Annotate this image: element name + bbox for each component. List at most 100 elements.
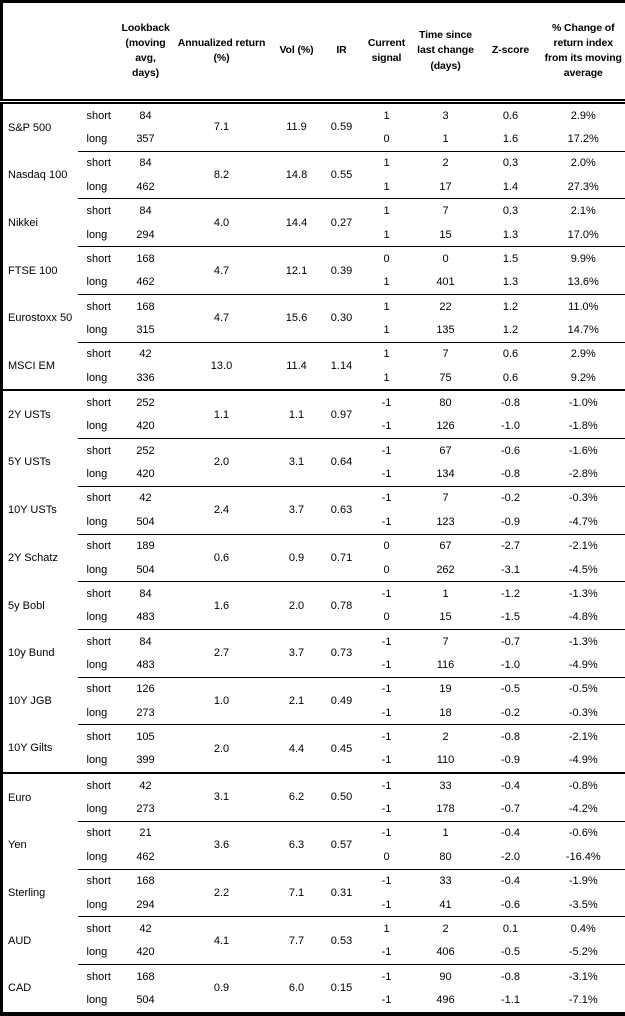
signal-value: -1	[361, 389, 412, 415]
vol-value: 6.0	[271, 963, 322, 1014]
time-since-value: 1	[411, 581, 480, 606]
time-since-value: 67	[411, 533, 480, 558]
time-since-value: 1	[411, 820, 480, 846]
table-row: 2Y Schatz short 189 0.6 0.9 0.71 0 67 -2.7 -2.1%	[2, 533, 625, 582]
z-score-value: -3.1	[501, 563, 520, 576]
pct-change-value: 0.4%	[541, 916, 625, 941]
horizon-label: short	[77, 389, 120, 415]
time-since-value: 41	[439, 898, 452, 911]
ir-value: 0.63	[321, 485, 362, 534]
z-score-value: -1.0	[501, 658, 520, 671]
signal-value: -1	[361, 485, 412, 511]
z-score-value: -1.1	[501, 994, 520, 1007]
table-row: FTSE 100 short 168 4.7 12.1 0.39 0 0 1.5 9.9%	[2, 246, 625, 295]
lookback-value: 252	[119, 438, 172, 463]
z-score-value: 1.3	[502, 228, 519, 241]
time-since-value: 22	[411, 293, 480, 319]
signal-value: -1	[361, 438, 412, 463]
annualized-return-value: 2.4	[171, 485, 272, 534]
lookback-value: 42	[119, 916, 172, 941]
header-current-signal: Current signal	[361, 1, 412, 104]
header-annualized-return: Annualized return (%)	[171, 1, 272, 104]
z-score-value: 0.3	[479, 198, 542, 223]
table-row: 10Y Gilts short 105 2.0 4.4 0.45 -1 2 -0.8 -2.1%	[2, 724, 625, 774]
z-score-value: 0.6	[479, 101, 542, 128]
signal-value: -1	[381, 468, 392, 481]
signal-value: -1	[381, 706, 392, 719]
time-since-value: 19	[411, 676, 480, 702]
time-since-value: 67	[411, 438, 480, 463]
header-horizon	[77, 1, 120, 104]
table-header: Lookback (moving avg, days) Annualized r…	[1, 1, 625, 104]
pct-change-value: -0.3%	[541, 485, 625, 511]
pct-change-value: -5.2%	[568, 946, 598, 959]
table-row: long 483 -1 116 -1.0 -4.9%	[2, 653, 625, 677]
table-row: long 294 1 15 1.3 17.0%	[2, 223, 625, 247]
time-since-value: 116	[436, 658, 455, 671]
pct-change-value: -4.9%	[568, 754, 598, 767]
pct-change-value: 11.0%	[541, 293, 625, 319]
time-since-value: 7	[411, 341, 480, 366]
asset-name: Yen	[8, 839, 27, 852]
ir-value: 1.14	[321, 341, 362, 391]
ir-value: 0.73	[321, 628, 362, 678]
lookback-value: 42	[119, 341, 172, 366]
lookback-value: 84	[119, 198, 172, 223]
signal-value: -1	[381, 420, 392, 433]
z-score-value: -1.2	[479, 581, 542, 606]
vol-value: 2.0	[271, 581, 322, 630]
lookback-value: 126	[119, 676, 172, 702]
vol-value: 6.2	[271, 772, 322, 822]
vol-value: 0.9	[271, 533, 322, 582]
lookback-value: 42	[119, 485, 172, 511]
header-ir: IR	[321, 1, 362, 104]
asset-name: Sterling	[8, 886, 46, 899]
pct-change-value: 9.9%	[541, 246, 625, 271]
asset-name: 5y Bobl	[8, 599, 45, 612]
time-since-value: 110	[436, 754, 455, 767]
ir-value: 0.30	[321, 293, 362, 343]
header-lookback: Lookback (moving avg, days)	[119, 1, 172, 104]
z-score-value: 1.6	[502, 133, 519, 146]
signal-value: -1	[361, 581, 412, 606]
pct-change-value: 2.1%	[541, 198, 625, 223]
table-row: long 336 1 75 0.6 9.2%	[2, 366, 625, 390]
signal-value: 1	[361, 916, 412, 941]
ir-value: 0.64	[321, 438, 362, 487]
header-row: Lookback (moving avg, days) Annualized r…	[1, 1, 625, 104]
ir-value: 0.55	[321, 150, 362, 199]
lookback-value: 105	[119, 724, 172, 749]
signal-value: -1	[381, 754, 392, 767]
annualized-return-value: 8.2	[171, 150, 272, 199]
table-row: long 273 -1 18 -0.2 -0.3%	[2, 701, 625, 725]
horizon-label: short	[77, 628, 120, 654]
time-since-value: 7	[411, 485, 480, 511]
z-score-value: 1.3	[502, 276, 519, 289]
z-score-value: -0.9	[501, 754, 520, 767]
asset-name: CAD	[8, 982, 32, 995]
horizon-label: long	[86, 133, 108, 146]
asset-name: Euro	[1, 772, 78, 822]
lookback-value: 84	[119, 150, 172, 176]
table-row: AUD short 42 4.1 7.7 0.53 1 2 0.1 0.4%	[2, 916, 625, 965]
signal-value: -1	[361, 963, 412, 989]
time-since-value: 18	[439, 706, 452, 719]
lookback-value: 336	[136, 371, 155, 384]
ir-value: 0.78	[321, 581, 362, 630]
asset-name: 10Y Gilts	[8, 742, 53, 755]
signal-value: 0	[383, 611, 390, 624]
lookback-value: 189	[119, 533, 172, 558]
z-score-value: -0.6	[501, 898, 520, 911]
table-row: MSCI EM short 42 13.0 11.4 1.14 1 7 0.6 2.9%	[2, 341, 625, 391]
horizon-label: long	[86, 850, 108, 863]
lookback-value: 504	[136, 563, 155, 576]
pct-change-value: -4.8%	[568, 611, 598, 624]
z-score-value: -0.8	[479, 963, 542, 989]
lookback-value: 294	[136, 898, 155, 911]
time-since-value: 15	[439, 611, 452, 624]
lookback-value: 462	[136, 180, 155, 193]
time-since-value: 15	[439, 228, 452, 241]
vol-value: 3.7	[271, 628, 322, 678]
z-score-value: -0.9	[501, 515, 520, 528]
